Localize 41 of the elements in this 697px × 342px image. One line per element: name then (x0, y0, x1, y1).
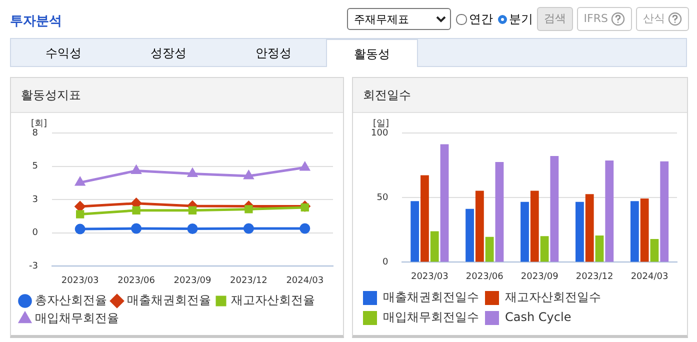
x-tick-label: 2023/06 (466, 272, 504, 282)
x-tick-label: 2023/12 (576, 272, 614, 282)
text: 안정성 (254, 45, 292, 62)
x-tick-label: 2024/03 (630, 272, 668, 282)
text: 검색 (536, 7, 573, 31)
text: 분기 (508, 12, 533, 26)
chart-title: 회전일수 (353, 78, 687, 113)
legend-label: 총자산회전율 (35, 293, 107, 308)
x-tick-label: 2023/12 (230, 276, 268, 286)
y-tick-label: 8 (32, 128, 38, 138)
legend-label: 매입채무회전일수 (383, 310, 479, 324)
text: 산식 (636, 7, 689, 31)
x-tick-label: 2023/03 (410, 272, 448, 282)
x-tick-label: 2024/03 (286, 276, 324, 286)
y-tick-label: 100 (370, 128, 388, 138)
x-tick-label: 2023/09 (520, 272, 559, 282)
x-tick-label: 2023/09 (174, 276, 212, 286)
text: 주재무제표 (346, 8, 451, 30)
y-tick-label: 0 (382, 258, 388, 268)
text: 수익성 (44, 45, 82, 62)
text: 투자분석 (10, 13, 62, 30)
legend-label: 재고자산회전일수 (505, 290, 601, 304)
y-tick-label: 3 (32, 194, 38, 205)
text: 성장성 (150, 45, 188, 62)
legend-label: 매출채권회전일수 (383, 290, 479, 304)
text: 연간 (468, 12, 493, 26)
y-tick-label: -3 (28, 262, 38, 272)
chart-title: 활동성지표 (11, 78, 343, 113)
text: 활동성 (326, 39, 418, 67)
x-tick-label: 2023/06 (118, 276, 156, 286)
y-axis-title: [일] (373, 118, 390, 129)
legend-label: 매입채무회전율 (35, 311, 119, 326)
text: IFRS (576, 7, 632, 31)
legend-label: Cash Cycle (505, 310, 572, 324)
y-tick-label: 0 (32, 228, 38, 238)
y-tick-label: 50 (376, 192, 388, 203)
x-tick-label: 2023/03 (61, 276, 99, 286)
y-axis-title: [회] (31, 118, 48, 129)
legend-label: 재고자산회전율 (231, 293, 315, 308)
legend-label: 매출채권회전율 (127, 293, 211, 308)
y-tick-label: 5 (32, 162, 38, 172)
